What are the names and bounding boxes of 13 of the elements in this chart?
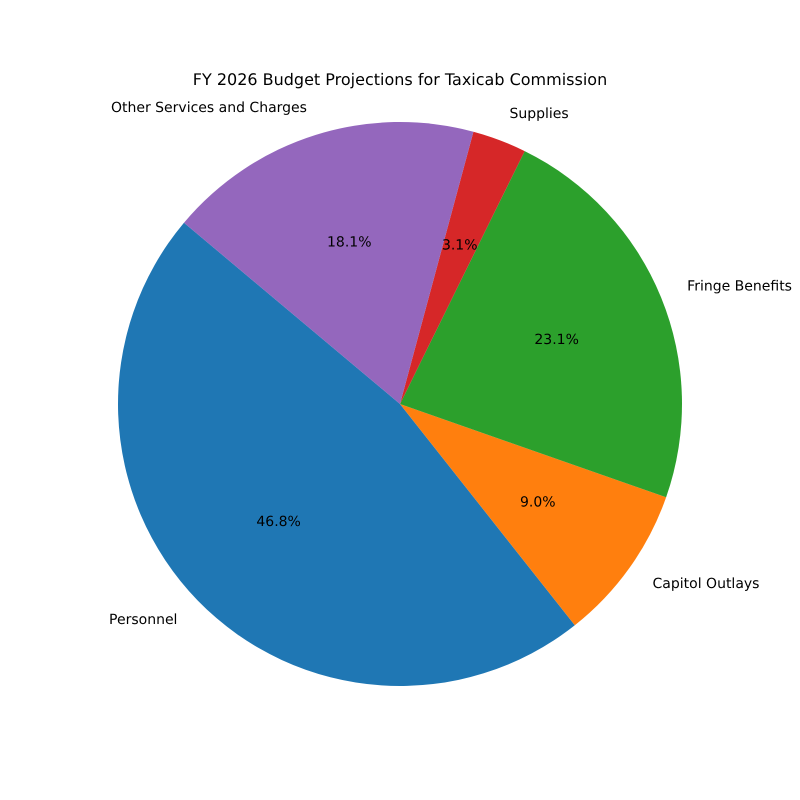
slice-label: Other Services and Charges [110,100,307,116]
data-label: 3.1% [442,238,478,254]
slice-label: Supplies [509,106,569,122]
chart-title: FY 2026 Budget Projections for Taxicab Commission [192,70,608,89]
slice-label: Personnel [109,612,178,628]
data-label: 46.8% [256,514,301,530]
pie-slice [400,151,682,498]
data-label: 23.1% [534,332,579,348]
data-label: 18.1% [327,234,372,251]
data-label: 9.0% [520,494,556,510]
slice-label: Capitol Outlays [652,576,760,592]
pie-slice [400,132,525,404]
slice-label: Fringe Benefits [687,278,792,295]
